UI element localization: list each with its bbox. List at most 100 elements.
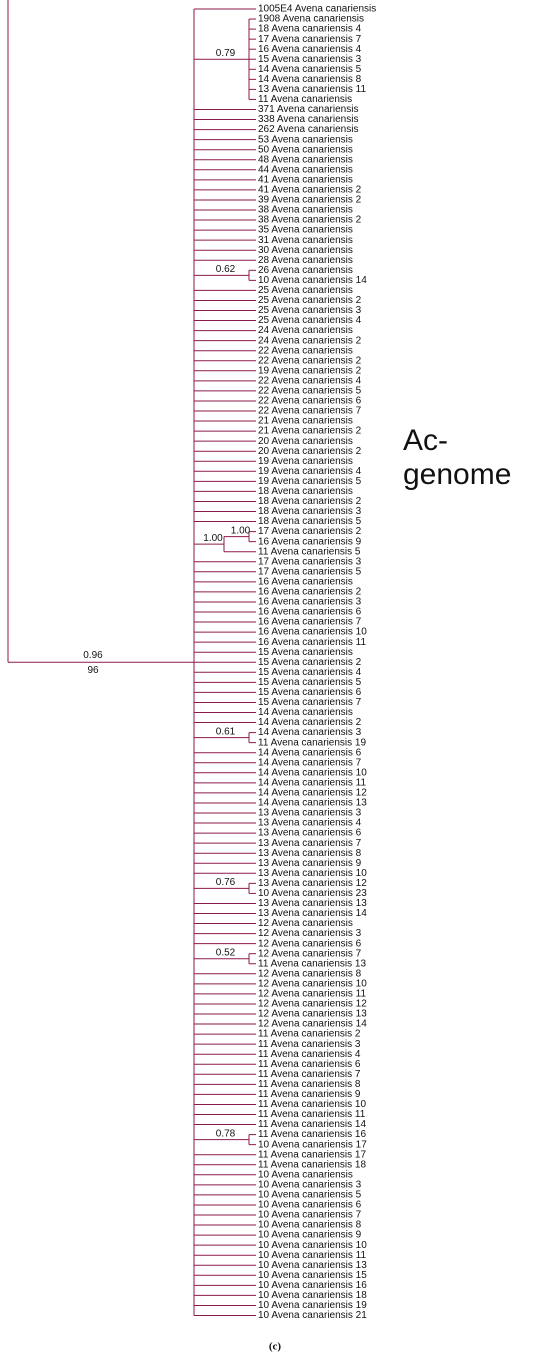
leaf-label: 25 Avena canariensis 4	[258, 315, 362, 326]
support-value: 0.78	[216, 1128, 236, 1139]
leaf-label: 12 Avena canariensis 12	[258, 999, 367, 1010]
leaf-label: 11 Avena canariensis 16	[258, 1129, 366, 1140]
leaf-label: 17 Avena canariensis 7	[258, 34, 362, 45]
leaf-label: 15 Avena canariensis 6	[258, 687, 362, 698]
leaf-label: 26 Avena canariensis	[258, 265, 353, 276]
leaf-label: 11 Avena canariensis 4	[258, 1049, 361, 1060]
leaf-label: 31 Avena canariensis	[258, 235, 353, 246]
leaf-label: 10 Avena canariensis 14	[258, 275, 367, 286]
leaf-label: 10 Avena canariensis 15	[258, 1270, 367, 1281]
leaf-label: 14 Avena canariensis 11	[258, 777, 366, 788]
leaf-label: 10 Avena canariensis 8	[258, 1220, 362, 1231]
support-value: 1.00	[203, 533, 223, 544]
leaf-label: 11 Avena canariensis 5	[258, 546, 361, 557]
clade-label: Ac-	[403, 424, 448, 457]
support-value: 0.61	[216, 726, 236, 737]
leaf-label: 371 Avena canariensis	[258, 104, 358, 115]
leaf-label: 13 Avena canariensis 3	[258, 808, 362, 819]
leaf-label: 14 Avena canariensis 6	[258, 747, 362, 758]
leaf-label: 19 Avena canariensis 2	[258, 365, 362, 376]
leaf-label: 11 Avena canariensis 18	[258, 1159, 366, 1170]
leaf-label: 16 Avena canariensis 9	[258, 536, 362, 547]
leaf-label: 41 Avena canariensis 2	[258, 185, 362, 196]
leaf-label: 14 Avena canariensis 7	[258, 757, 362, 768]
leaf-label: 11 Avena canariensis 11	[258, 1109, 366, 1120]
leaf-label: 28 Avena canariensis	[258, 255, 353, 266]
leaf-label: 15 Avena canariensis 3	[258, 54, 362, 65]
leaf-label: 20 Avena canariensis	[258, 436, 353, 447]
leaf-label: 20 Avena canariensis 2	[258, 446, 362, 457]
leaf-label: 38 Avena canariensis 2	[258, 215, 362, 226]
leaf-label: 1908 Avena canariensis	[258, 14, 364, 25]
leaf-label: 14 Avena canariensis 3	[258, 727, 362, 738]
leaf-label: 24 Avena canariensis	[258, 325, 353, 336]
leaf-label: 11 Avena canariensis 2	[258, 1029, 361, 1040]
leaf-label: 53 Avena canariensis	[258, 134, 353, 145]
leaf-label: 11 Avena canariensis 6	[258, 1059, 361, 1070]
leaf-label: 10 Avena canariensis 3	[258, 1179, 362, 1190]
bootstrap-value: 96	[87, 665, 99, 676]
leaf-label: 19 Avena canariensis 4	[258, 466, 362, 477]
leaf-label: 24 Avena canariensis 2	[258, 335, 362, 346]
leaf-label: 11 Avena canariensis 13	[258, 958, 366, 969]
leaf-label: 16 Avena canariensis 2	[258, 587, 362, 598]
leaf-label: 262 Avena canariensis	[258, 124, 358, 135]
leaf-label: 22 Avena canariensis	[258, 345, 353, 356]
leaf-label: 12 Avena canariensis 14	[258, 1019, 367, 1030]
leaf-label: 22 Avena canariensis 5	[258, 386, 362, 397]
leaf-label: 19 Avena canariensis	[258, 456, 353, 467]
leaf-label: 25 Avena canariensis 2	[258, 295, 362, 306]
leaf-label: 25 Avena canariensis 3	[258, 305, 362, 316]
leaf-label: 22 Avena canariensis 2	[258, 355, 362, 366]
leaf-label: 11 Avena canariensis 8	[258, 1079, 361, 1090]
leaf-label: 15 Avena canariensis	[258, 647, 353, 658]
leaf-label: 15 Avena canariensis 5	[258, 677, 362, 688]
leaf-label: 12 Avena canariensis 3	[258, 928, 362, 939]
leaf-label: 10 Avena canariensis 7	[258, 1210, 362, 1221]
leaf-label: 10 Avena canariensis 13	[258, 1260, 367, 1271]
caption: (c)	[269, 1341, 282, 1353]
leaf-label: 12 Avena canariensis 10	[258, 978, 367, 989]
leaf-label: 38 Avena canariensis	[258, 205, 353, 216]
leaf-label: 14 Avena canariensis 2	[258, 717, 362, 728]
leaf-label: 16 Avena canariensis 6	[258, 607, 362, 618]
support-value: 0.96	[83, 650, 103, 661]
leaf-label: 17 Avena canariensis 5	[258, 566, 362, 577]
leaf-label: 13 Avena canariensis 8	[258, 848, 362, 859]
leaf-label: 10 Avena canariensis 21	[258, 1310, 367, 1321]
leaf-label: 22 Avena canariensis 6	[258, 396, 362, 407]
leaf-label: 16 Avena canariensis 11	[258, 637, 366, 648]
leaf-label: 18 Avena canariensis 5	[258, 516, 362, 527]
leaf-label: 41 Avena canariensis	[258, 174, 353, 185]
leaf-label: 35 Avena canariensis	[258, 225, 353, 236]
clade-label: genome	[403, 458, 511, 491]
leaf-label: 12 Avena canariensis 11	[258, 989, 366, 1000]
leaf-label: 10 Avena canariensis 6	[258, 1200, 362, 1211]
leaf-label: 50 Avena canariensis	[258, 144, 353, 155]
leaf-label: 10 Avena canariensis 19	[258, 1300, 367, 1311]
leaf-label: 10 Avena canariensis 23	[258, 888, 367, 899]
leaf-label: 15 Avena canariensis 4	[258, 667, 362, 678]
leaf-label: 13 Avena canariensis 12	[258, 878, 367, 889]
leaf-label: 14 Avena canariensis	[258, 707, 353, 718]
support-value: 0.52	[216, 947, 236, 958]
leaf-label: 21 Avena canariensis 2	[258, 426, 362, 437]
leaf-label: 12 Avena canariensis	[258, 918, 353, 929]
support-value: 0.62	[216, 264, 236, 275]
leaf-label: 22 Avena canariensis 4	[258, 375, 362, 386]
leaf-label: 16 Avena canariensis 10	[258, 627, 367, 638]
leaf-label: 13 Avena canariensis 13	[258, 898, 367, 909]
leaf-label: 16 Avena canariensis	[258, 576, 353, 587]
leaf-label: 11 Avena canariensis 19	[258, 737, 366, 748]
leaf-label: 16 Avena canariensis 7	[258, 617, 362, 628]
support-value: 1.00	[231, 525, 251, 536]
leaf-label: 18 Avena canariensis 3	[258, 506, 362, 517]
leaf-label: 13 Avena canariensis 14	[258, 908, 367, 919]
leaf-label: 13 Avena canariensis 6	[258, 828, 362, 839]
leaf-label: 19 Avena canariensis 5	[258, 476, 362, 487]
leaf-label: 10 Avena canariensis	[258, 1169, 353, 1180]
leaf-label: 14 Avena canariensis 13	[258, 798, 367, 809]
leaf-label: 13 Avena canariensis 9	[258, 858, 362, 869]
